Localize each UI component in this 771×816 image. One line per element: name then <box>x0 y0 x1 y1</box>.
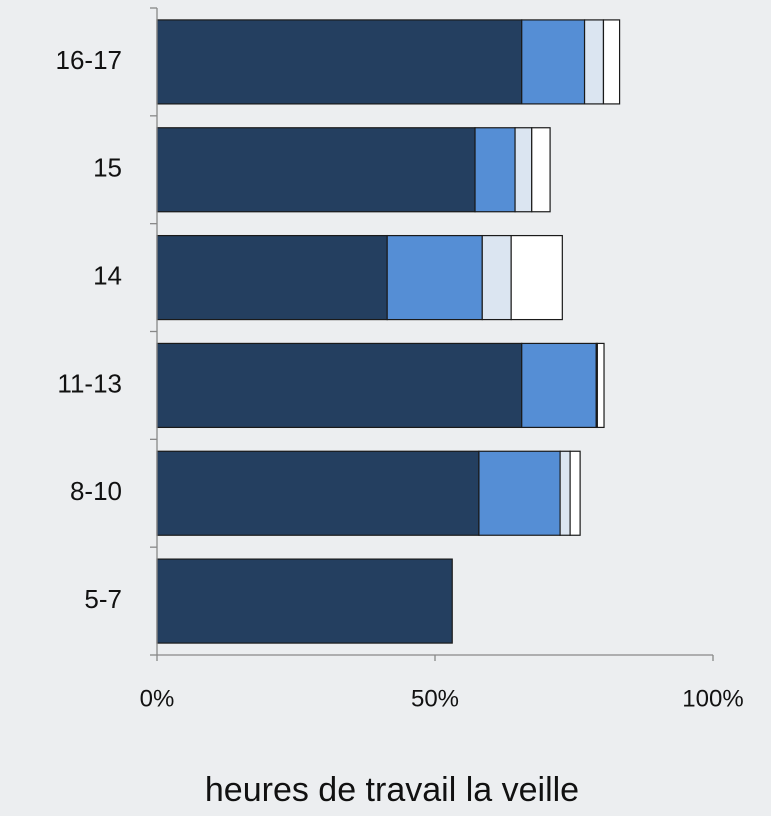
bar-segment <box>156 234 388 321</box>
x-tick-label: 50% <box>411 685 459 712</box>
bar-segment <box>474 127 516 213</box>
bar-segment <box>156 450 480 536</box>
y-tick-label: 8-10 <box>70 476 122 506</box>
bar-segment <box>514 127 533 213</box>
bar-segment <box>478 450 561 536</box>
bar-segment <box>510 234 563 321</box>
x-axis-title: heures de travail la veille <box>205 771 579 809</box>
bar-segment <box>481 234 512 321</box>
bar-segment <box>156 127 476 213</box>
y-tick-label: 5-7 <box>84 584 122 614</box>
bar-segment <box>531 127 551 213</box>
x-tick-label: 100% <box>682 685 743 712</box>
bar-segment <box>156 19 523 105</box>
y-tick-label: 11-13 <box>57 368 122 398</box>
bar-segment <box>156 342 523 429</box>
bar-segment <box>156 558 453 644</box>
bar-segment <box>583 19 605 105</box>
x-tick-label: 0% <box>140 685 175 712</box>
bar-segment <box>521 19 586 105</box>
bar-segment <box>596 342 605 429</box>
y-tick-label: 16-17 <box>56 45 123 75</box>
bar-segment <box>602 19 621 105</box>
bar-segment <box>559 450 571 536</box>
y-tick-label: 14 <box>93 260 122 290</box>
y-tick-label: 15 <box>93 153 122 183</box>
bar-segment <box>386 234 483 321</box>
bar-segment <box>521 342 597 429</box>
bar-segment <box>569 450 581 536</box>
